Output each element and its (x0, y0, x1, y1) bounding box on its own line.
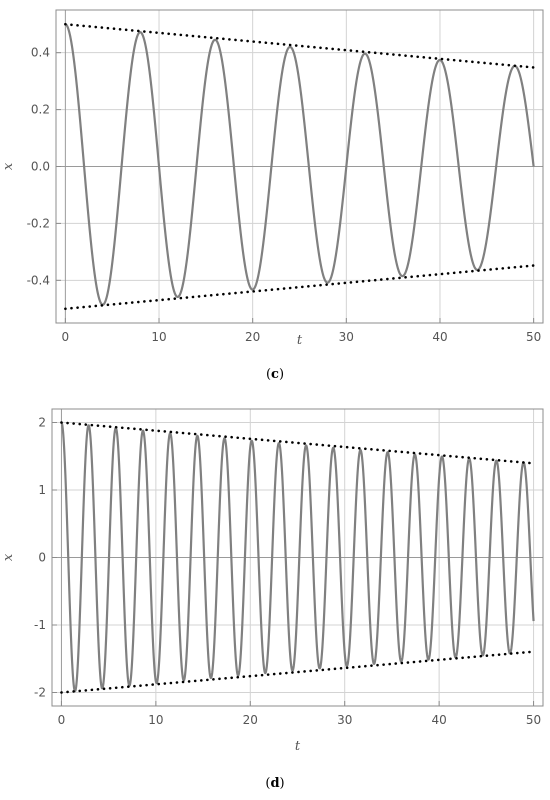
y-axis-label: x (1, 162, 16, 170)
y-tick-label: 0.0 (31, 160, 50, 174)
x-tick-label: 50 (526, 713, 541, 727)
y-tick-label: 0.4 (31, 46, 50, 60)
x-tick-label: 0 (62, 330, 70, 344)
y-tick-label: 2 (38, 416, 46, 430)
y-tick-label: 0 (38, 551, 46, 565)
y-axis-label: x (1, 553, 16, 561)
panel-caption: (d) (265, 776, 284, 791)
x-tick-label: 10 (151, 330, 166, 344)
x-axis-label: t (295, 739, 301, 754)
envelope-dotted-line (64, 264, 535, 311)
x-tick-label: 20 (243, 713, 258, 727)
x-tick-label: 40 (432, 330, 447, 344)
x-tick-label: 30 (337, 713, 352, 727)
x-tick-label: 40 (431, 713, 446, 727)
x-tick-label: 50 (526, 330, 541, 344)
y-tick-label: -1 (34, 618, 46, 632)
x-axis-label: t (297, 333, 303, 348)
y-tick-label: -2 (34, 686, 46, 700)
y-tick-label: 1 (38, 483, 46, 497)
x-tick-label: 30 (339, 330, 354, 344)
envelope-dotted-line (64, 22, 535, 69)
y-tick-label: -0.4 (27, 273, 50, 287)
y-tick-label: 0.2 (31, 103, 50, 117)
envelope-dotted-line (60, 650, 535, 694)
oscillation-series-line (64, 23, 535, 306)
x-tick-label: 20 (245, 330, 260, 344)
x-tick-label: 10 (148, 713, 163, 727)
panel-caption: (c) (266, 367, 284, 382)
panel-c-chart: 0 10 20 30 40 50 -0.4 -0.2 0.0 0.2 0.4 t x (c) (1, 9, 544, 382)
x-tick-label: 0 (58, 713, 66, 727)
envelope-dotted-line (60, 421, 535, 465)
y-tick-label: -0.2 (27, 216, 50, 230)
oscillation-series-line (60, 421, 535, 693)
panel-d-chart: 0 10 20 30 40 50 -2 -1 0 1 2 t x (d) (1, 408, 544, 791)
